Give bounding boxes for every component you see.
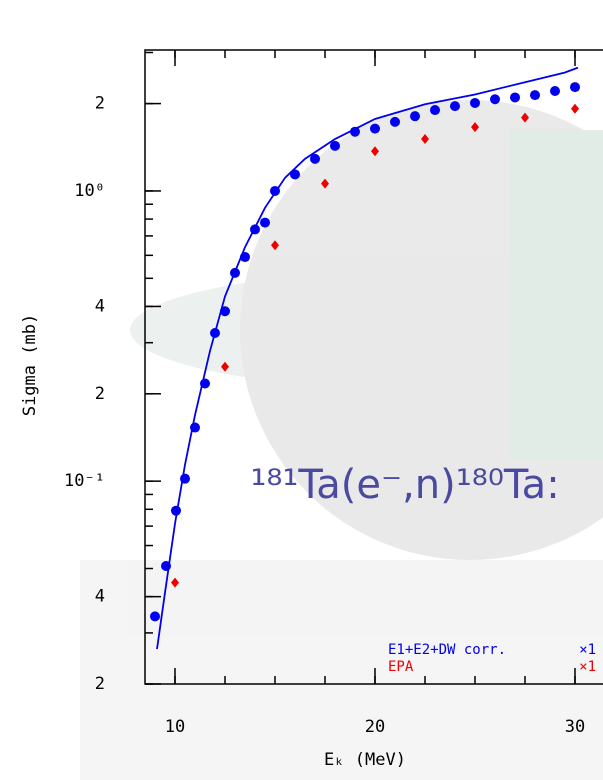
data-point (330, 140, 340, 151)
data-point (171, 577, 179, 588)
y-tick-label: 2 (95, 384, 105, 404)
data-point (530, 90, 540, 101)
data-point (290, 169, 300, 180)
legend-label: E1+E2+DW corr. (388, 642, 506, 658)
data-point (470, 97, 480, 108)
data-point (150, 611, 160, 622)
data-point (310, 153, 320, 164)
y-tick-label: 2 (95, 674, 105, 694)
legend-factor: ×1 (579, 642, 596, 658)
y-tick-label: 4 (95, 296, 105, 316)
data-point (350, 126, 360, 137)
data-point (510, 92, 520, 103)
data-point (450, 101, 460, 112)
data-point (260, 217, 270, 228)
y-tick-label: 2 (95, 94, 105, 114)
data-point (390, 116, 400, 127)
y-tick-label: 4 (95, 587, 105, 607)
legend-factor: ×1 (579, 659, 596, 675)
background-logo (80, 100, 603, 780)
data-point (471, 122, 479, 133)
data-point (410, 111, 420, 122)
line-series (156, 66, 579, 650)
data-point (550, 86, 560, 97)
legend-label: EPA (388, 659, 414, 675)
x-tick-label: 30 (565, 717, 585, 737)
data-point (570, 82, 580, 93)
x-tick-label: 20 (365, 717, 385, 737)
y-tick-label: 10⁻¹ (64, 471, 105, 491)
axis-frame (144, 49, 603, 685)
y-tick-label: 10⁰ (74, 181, 105, 201)
annotation: ¹⁸¹Ta(e⁻,n)¹⁸⁰Ta: (250, 462, 559, 508)
x-tick-label: 10 (165, 717, 185, 737)
data-point (271, 240, 279, 251)
data-point (521, 112, 529, 123)
data-point (571, 103, 579, 114)
data-point (371, 146, 379, 157)
data-point (421, 134, 429, 145)
data-point (321, 178, 329, 189)
data-point (490, 94, 500, 105)
y-axis-label: Sigma (mb) (20, 314, 40, 416)
data-point (370, 123, 380, 134)
x-axis-label: Eₖ (MeV) (324, 750, 406, 770)
data-point (221, 361, 229, 372)
data-point (430, 105, 440, 116)
